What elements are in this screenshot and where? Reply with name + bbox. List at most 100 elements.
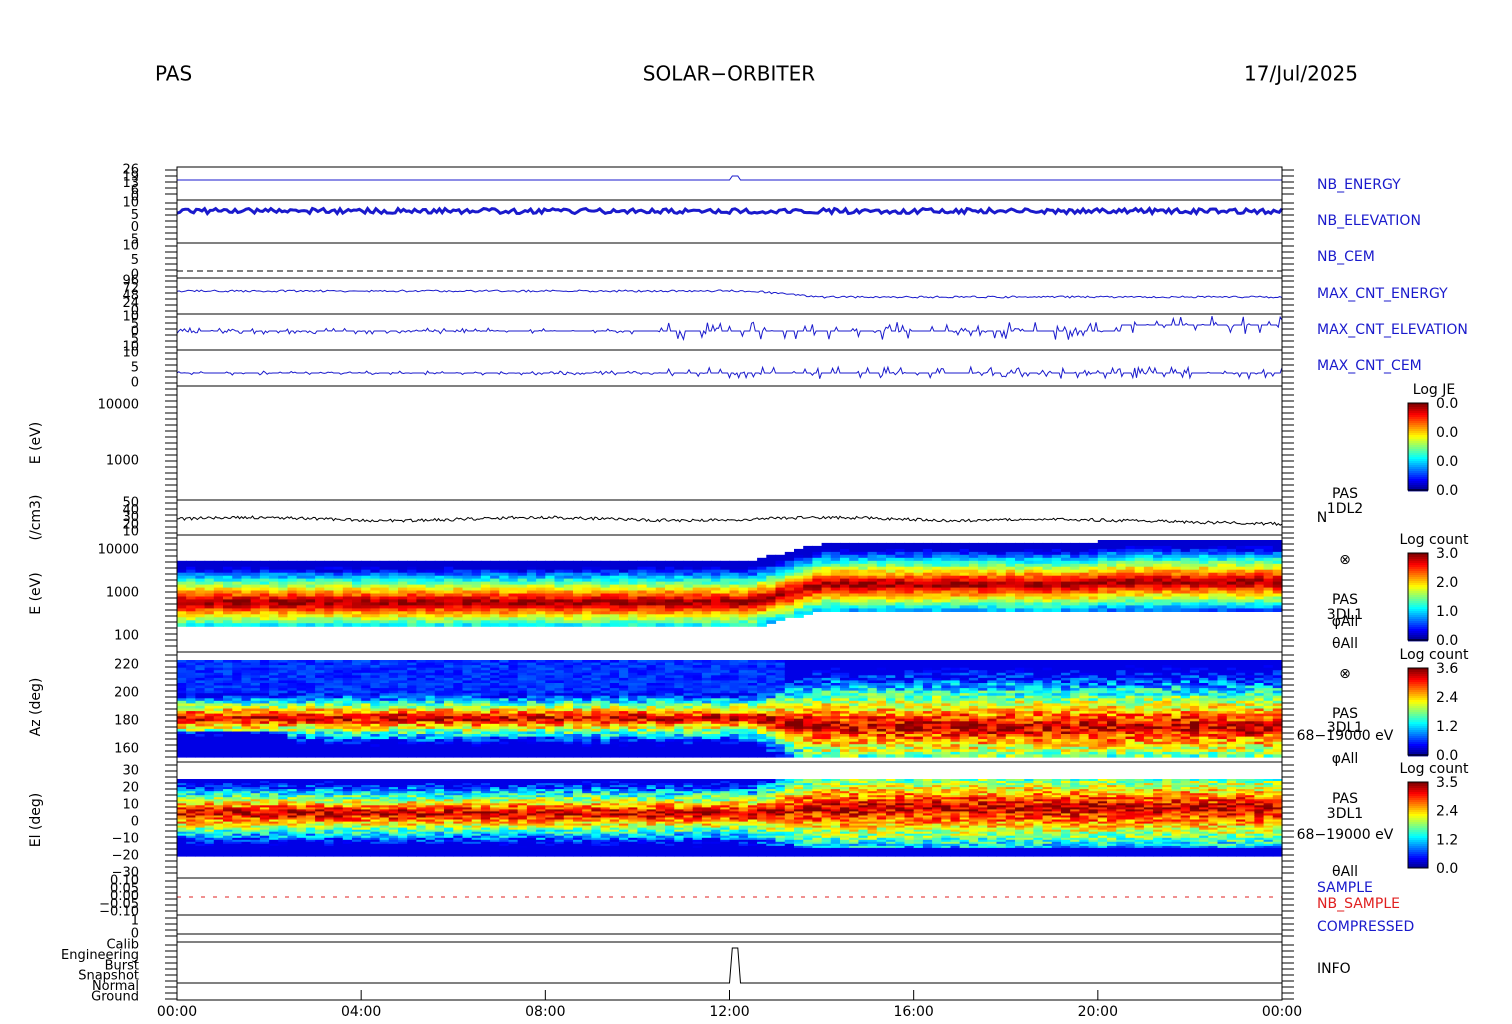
spectrogram-cell	[701, 716, 712, 720]
spectrogram-cell	[913, 560, 924, 565]
spectrogram-cell	[1199, 590, 1209, 595]
spectrogram-cell	[1079, 554, 1090, 559]
spectrogram-cell	[480, 575, 491, 580]
spectrogram-cell	[444, 734, 454, 738]
spectrogram-cell	[517, 711, 528, 715]
spectrogram-cell	[352, 731, 362, 735]
spectrogram-cell	[278, 734, 289, 738]
spectrogram-cell	[1272, 575, 1283, 580]
spectrogram-cell	[223, 751, 233, 756]
spectrogram-cell	[849, 548, 859, 553]
spectrogram-cell	[278, 736, 289, 740]
spectrogram-cell	[821, 605, 832, 609]
spectrogram-cell	[849, 566, 859, 571]
spectrogram-cell	[1134, 602, 1145, 606]
spectrogram-cell	[490, 662, 500, 666]
spectrogram-cell	[333, 596, 344, 601]
spectrogram-cell	[333, 728, 344, 733]
spectrogram-cell	[794, 569, 804, 574]
spectrogram-cell	[867, 566, 878, 571]
spectrogram-cell	[1097, 554, 1108, 559]
spectrogram-cell	[1024, 593, 1034, 598]
spectrogram-cell	[296, 711, 307, 715]
spectrogram-cell	[1208, 596, 1219, 601]
spectrogram-cell	[720, 677, 731, 682]
spectrogram-cell	[471, 672, 482, 676]
spectrogram-cell	[628, 718, 638, 722]
spectrogram-cell	[591, 683, 602, 687]
spectrogram-cell	[665, 675, 675, 679]
spectrogram-cell	[361, 675, 371, 679]
spectrogram-cell	[619, 685, 629, 689]
spectrogram-cell	[1015, 542, 1025, 547]
spectrogram-cell	[655, 672, 666, 676]
spectrogram-cell	[591, 736, 602, 740]
spectrogram-cell	[1051, 554, 1062, 559]
spectrogram-cell	[609, 734, 620, 738]
spectrogram-cell	[1042, 542, 1053, 547]
spectrogram-cell	[1254, 602, 1265, 606]
spectrogram-cell	[1061, 557, 1071, 562]
spectrogram-cell	[361, 590, 371, 595]
spectrogram-cell	[186, 665, 196, 669]
spectrogram-cell	[407, 693, 417, 697]
spectrogram-cell	[840, 545, 850, 550]
spectrogram-cell	[517, 741, 528, 745]
spectrogram-cell	[407, 751, 417, 756]
spectrogram-cell	[886, 563, 896, 568]
spectrogram-cell	[204, 690, 215, 694]
spectrogram-cell	[195, 660, 206, 664]
spectrogram-cell	[545, 690, 556, 694]
spectrogram-cell	[766, 590, 777, 595]
spectrogram-cell	[508, 608, 519, 612]
spectrogram-cell	[1254, 605, 1265, 609]
spectrogram-cell	[609, 718, 620, 722]
spectrogram-cell	[987, 542, 998, 547]
spectrogram-cell	[1079, 551, 1090, 556]
spectrogram-cell	[223, 672, 233, 676]
spectrogram-cell	[665, 708, 675, 712]
spectrogram-cell	[526, 563, 537, 568]
spectrogram-cell	[241, 614, 252, 618]
spectrogram-cell	[213, 713, 224, 717]
spectrogram-cell	[536, 680, 546, 684]
spectrogram-cell	[352, 695, 362, 699]
spectrogram-cell	[471, 739, 482, 743]
spectrogram-cell	[444, 593, 454, 598]
spectrogram-cell	[701, 593, 712, 598]
spectrogram-cell	[453, 672, 464, 676]
spectrogram-cell	[186, 736, 196, 740]
spectrogram-cell	[444, 744, 454, 748]
spectrogram-cell	[729, 599, 740, 603]
spectrogram-cell	[259, 590, 270, 595]
spectrogram-cell	[554, 608, 565, 612]
spectrogram-cell	[701, 718, 712, 722]
spectrogram-cell	[250, 623, 261, 627]
spectrogram-cell	[232, 575, 243, 580]
spectrogram-cell	[370, 728, 381, 733]
spectrogram-cell	[674, 741, 685, 745]
spectrogram-cell	[573, 680, 583, 684]
spectrogram-cell	[204, 736, 215, 740]
spectrogram-cell	[619, 751, 629, 756]
spectrogram-cell	[655, 584, 666, 589]
spectrogram-cell	[849, 569, 859, 574]
spectrogram-cell	[830, 605, 841, 609]
spectrogram-cell	[1254, 608, 1265, 612]
spectrogram-cell	[996, 578, 1007, 583]
spectrogram-cell	[1042, 554, 1053, 559]
spectrogram-cell	[453, 584, 464, 589]
spectrogram-cell	[241, 736, 252, 740]
spectrogram-cell	[517, 602, 528, 606]
spectrogram-cell	[213, 590, 224, 595]
spectrogram-cell	[674, 703, 685, 707]
spectrogram-cell	[508, 690, 519, 694]
spectrogram-cell	[232, 677, 243, 682]
spectrogram-cell	[692, 751, 703, 756]
spectrogram-cell	[213, 723, 224, 727]
spectrogram-cell	[379, 749, 390, 753]
spectrogram-cell	[922, 566, 933, 571]
spectrogram-cell	[223, 708, 233, 712]
spectrogram-cell	[619, 602, 629, 606]
spectrogram-cell	[757, 620, 767, 624]
